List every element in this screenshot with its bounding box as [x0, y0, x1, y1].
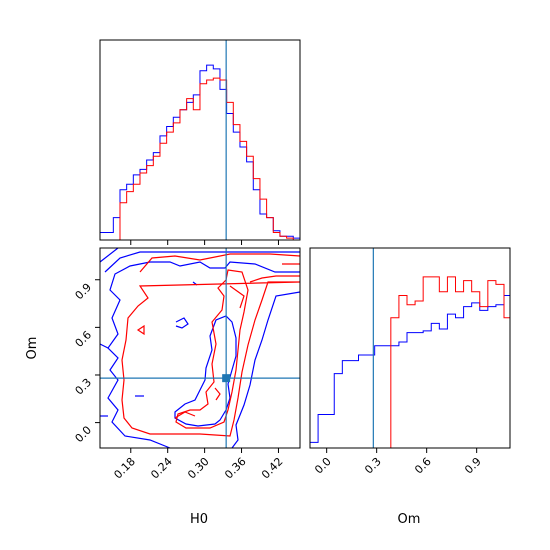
contour-red-middle [175, 269, 249, 429]
contour-red-inner-b [214, 387, 221, 401]
x-axis-label-Om: Om [398, 512, 421, 527]
contour-blue-inner [174, 315, 237, 427]
contour-blue-stub [99, 343, 109, 349]
x-tick-label-H0: 0.18 [111, 455, 138, 482]
truth-marker [222, 374, 231, 383]
x-tick-label-Om: 0.9 [462, 455, 484, 477]
x-tick-label-Om: 0.0 [312, 455, 334, 477]
y-tick-label-Om: 0.9 [73, 281, 95, 303]
panel-hist-Om [309, 247, 511, 449]
contour-red-outer [121, 253, 301, 437]
x-tick-label-Om: 0.6 [412, 455, 434, 477]
contour-red-outer-top [249, 275, 300, 283]
panel-contour-H0-Om [99, 247, 301, 449]
x-tick-label-Om: 0.3 [362, 455, 384, 477]
x-axis-label-H0: H0 [190, 512, 208, 527]
y-axis-label-Om: Om [25, 337, 40, 360]
y-tick-label-Om: 0.6 [73, 328, 95, 350]
contour-red-inner-a [229, 285, 245, 309]
histogram-step-series_b [100, 77, 300, 241]
x-tick-label-H0: 0.30 [185, 455, 212, 482]
x-tick-label-H0: 0.24 [148, 455, 175, 482]
contour-blue-outer [99, 247, 300, 449]
contour-red-bottom [174, 411, 196, 419]
histogram-step-series_a [309, 294, 510, 448]
y-tick-label-Om: 0.3 [73, 376, 95, 398]
x-tick-label-H0: 0.42 [259, 455, 286, 482]
contour-blue-island [175, 317, 189, 329]
x-tick-label-H0: 0.36 [222, 455, 249, 482]
contour-red-island [136, 324, 145, 336]
histogram-step-series_b [310, 276, 510, 449]
panel-frame [99, 247, 301, 449]
panel-frame [99, 39, 301, 241]
y-tick-label-Om: 0.0 [73, 424, 95, 446]
panel-hist-H0 [99, 39, 301, 241]
panel-frame [309, 247, 511, 449]
contour-blue-outer-right [231, 291, 301, 449]
